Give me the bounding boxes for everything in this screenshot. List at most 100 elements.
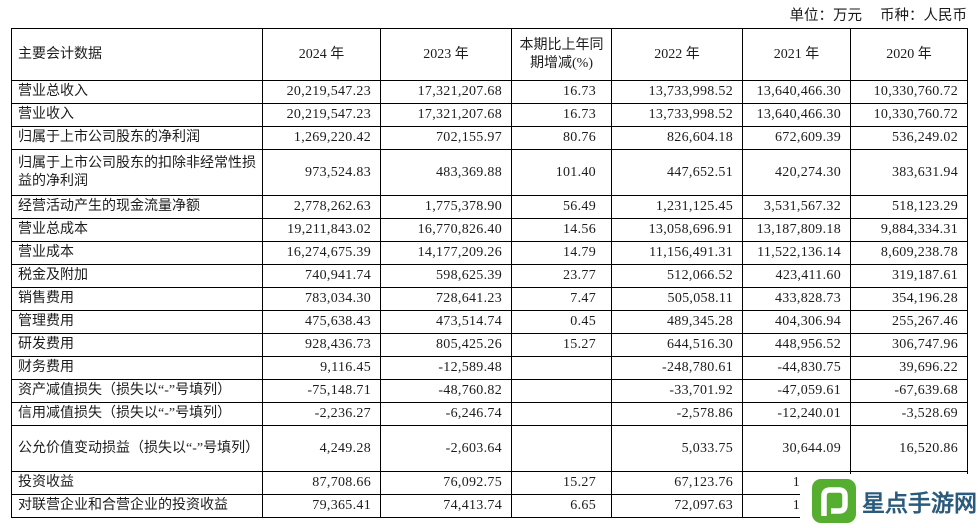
cell-v2022: 1,231,125.45 — [611, 195, 743, 219]
header-2021: 2021 年 — [742, 28, 851, 81]
table-row: 归属于上市公司股东的净利润 1,269,220.42 702,155.97 80.76… — [11, 126, 968, 150]
row-label: 财务费用 — [11, 356, 263, 380]
table-row: 经营活动产生的现金流量净额 2,778,262.63 1,775,378.90 56.… — [11, 195, 968, 219]
cell-v2021: 13,187,809.18 — [742, 218, 851, 242]
cell-v2024: 1,269,220.42 — [262, 126, 381, 150]
row-label: 销售费用 — [11, 287, 263, 311]
row-label: 归属于上市公司股东的净利润 — [11, 126, 263, 150]
cell-v2020: 16,520.86 — [850, 425, 968, 472]
cell-v2022: -248,780.61 — [611, 356, 743, 380]
cell-v2022: 489,345.28 — [611, 310, 743, 334]
cell-pct: 7.47 — [511, 287, 612, 311]
cell-v2024: -75,148.71 — [262, 379, 381, 403]
cell-v2022: -33,701.92 — [611, 379, 743, 403]
cell-v2023: -12,589.48 — [380, 356, 512, 380]
cell-v2021: 30,644.09 — [742, 425, 851, 472]
currency-label: 币种：人民币 — [880, 8, 967, 24]
cell-v2020: 255,267.46 — [850, 310, 968, 334]
row-label: 对联营企业和合营企业的投资收益 — [11, 494, 263, 518]
header-2023: 2023 年 — [380, 28, 512, 81]
cell-v2023: 76,092.75 — [380, 471, 512, 495]
cell-v2023: 805,425.26 — [380, 333, 512, 357]
cell-v2023: -6,246.74 — [380, 402, 512, 426]
table-row: 营业总成本 19,211,843.02 16,770,826.40 14.56 13,0… — [11, 218, 968, 242]
cell-v2023: 1,775,378.90 — [380, 195, 512, 219]
cell-v2024: 2,778,262.63 — [262, 195, 381, 219]
cell-v2024: 9,116.45 — [262, 356, 381, 380]
cell-v2020: -67,639.68 — [850, 379, 968, 403]
cell-pct: 101.40 — [511, 149, 612, 196]
cell-v2022: 826,604.18 — [611, 126, 743, 150]
cell-pct — [511, 425, 612, 472]
cell-v2024: -2,236.27 — [262, 402, 381, 426]
cell-v2020: 8,609,238.78 — [850, 241, 968, 265]
cell-pct — [511, 356, 612, 380]
cell-v2022: 644,516.30 — [611, 333, 743, 357]
cell-v2020: 354,196.28 — [850, 287, 968, 311]
row-label: 投资收益 — [11, 471, 263, 495]
cell-v2022: -2,578.86 — [611, 402, 743, 426]
cell-pct: 14.56 — [511, 218, 612, 242]
cell-v2024: 973,524.83 — [262, 149, 381, 196]
cell-v2022: 505,058.11 — [611, 287, 743, 311]
cell-pct: 56.49 — [511, 195, 612, 219]
cell-v2022: 5,033.75 — [611, 425, 743, 472]
cell-v2023: 473,514.74 — [380, 310, 512, 334]
row-label: 营业总收入 — [11, 80, 263, 104]
key-accounting-data-table: 主要会计数据 2024 年 2023 年 本期比上年同期增减(%) 2022 年… — [11, 28, 968, 518]
cell-v2024: 20,219,547.23 — [262, 103, 381, 127]
cell-v2022: 13,733,998.52 — [611, 103, 743, 127]
cell-v2021: 13,640,466.30 — [742, 80, 851, 104]
cell-v2023: 483,369.88 — [380, 149, 512, 196]
cell-v2023: 16,770,826.40 — [380, 218, 512, 242]
cell-pct: 23.77 — [511, 264, 612, 288]
cell-pct: 16.73 — [511, 80, 612, 104]
cell-v2020: 10,330,760.72 — [850, 80, 968, 104]
unit-currency-note: 单位：万元 币种：人民币 — [790, 4, 968, 25]
table-row: 营业成本 16,274,675.39 14,177,209.26 14.79 11,15… — [11, 241, 968, 265]
cell-v2024: 79,365.41 — [262, 494, 381, 518]
cell-v2023: -2,603.64 — [380, 425, 512, 472]
cell-pct: 6.65 — [511, 494, 612, 518]
table-header: 主要会计数据 2024 年 2023 年 本期比上年同期增减(%) 2022 年… — [11, 28, 968, 81]
cell-v2024: 87,708.66 — [262, 471, 381, 495]
row-label: 经营活动产生的现金流量净额 — [11, 195, 263, 219]
cell-pct: 15.27 — [511, 333, 612, 357]
cell-v2020: 536,249.02 — [850, 126, 968, 150]
cell-v2021: 13,640,466.30 — [742, 103, 851, 127]
cell-v2024: 20,219,547.23 — [262, 80, 381, 104]
cell-v2021: 423,411.60 — [742, 264, 851, 288]
table-row: 营业收入 20,219,547.23 17,321,207.68 16.73 13,73… — [11, 103, 968, 127]
row-label: 营业收入 — [11, 103, 263, 127]
header-row: 主要会计数据 2024 年 2023 年 本期比上年同期增减(%) 2022 年… — [11, 28, 968, 81]
cell-v2023: -48,760.82 — [380, 379, 512, 403]
row-label: 营业总成本 — [11, 218, 263, 242]
header-2022: 2022 年 — [611, 28, 743, 81]
unit-label: 单位：万元 — [789, 8, 863, 24]
cell-v2023: 14,177,209.26 — [380, 241, 512, 265]
row-label: 研发费用 — [11, 333, 263, 357]
cell-v2021: 433,828.73 — [742, 287, 851, 311]
cell-v2022: 13,733,998.52 — [611, 80, 743, 104]
watermark: 星点手游网 — [800, 474, 980, 528]
cell-v2022: 13,058,696.91 — [611, 218, 743, 242]
cell-v2023: 17,321,207.68 — [380, 80, 512, 104]
header-2020: 2020 年 — [850, 28, 968, 81]
cell-v2021: 404,306.94 — [742, 310, 851, 334]
cell-v2022: 11,156,491.31 — [611, 241, 743, 265]
cell-v2020: -3,528.69 — [850, 402, 968, 426]
cell-v2021: 11,522,136.14 — [742, 241, 851, 265]
cell-v2021: 3,531,567.32 — [742, 195, 851, 219]
cell-pct: 14.79 — [511, 241, 612, 265]
cell-v2023: 74,413.74 — [380, 494, 512, 518]
table-row: 归属于上市公司股东的扣除非经常性损益的净利润 973,524.83 483,369.… — [11, 149, 968, 196]
cell-v2022: 447,652.51 — [611, 149, 743, 196]
cell-v2020: 518,123.29 — [850, 195, 968, 219]
cell-v2021: -44,830.75 — [742, 356, 851, 380]
cell-pct: 15.27 — [511, 471, 612, 495]
cell-v2024: 16,274,675.39 — [262, 241, 381, 265]
cell-v2021: -12,240.01 — [742, 402, 851, 426]
table-body: 营业总收入 20,219,547.23 17,321,207.68 16.73 13,7… — [11, 80, 968, 518]
cell-v2022: 72,097.63 — [611, 494, 743, 518]
cell-v2024: 4,249.28 — [262, 425, 381, 472]
